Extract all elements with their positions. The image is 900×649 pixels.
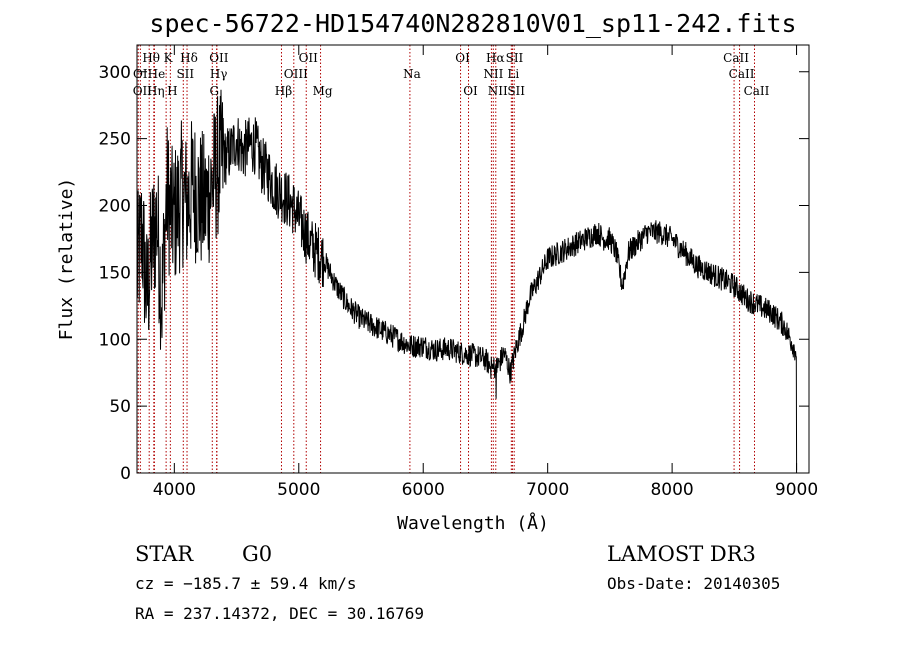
spectral-line-label: G: [209, 84, 219, 98]
spectral-line-label: SII: [507, 84, 525, 98]
x-tick-label: 8000: [650, 480, 693, 500]
spectral-line-label: OIII: [284, 67, 308, 81]
spectral-line-label: Hθ: [142, 51, 160, 65]
spectral-line-label: OI: [133, 67, 148, 81]
y-axis-ticks: 0 50 100 150 200 250 300: [99, 63, 809, 484]
spectral-line-label: Hβ: [275, 84, 292, 98]
coordinates: RA = 237.14372, DEC = 30.16769: [135, 604, 424, 623]
spectral-line-label: Na: [403, 67, 421, 81]
y-tick-label: 50: [109, 397, 131, 417]
y-tick-label: 0: [120, 464, 131, 484]
spectral-line-label: NII: [488, 84, 508, 98]
y-axis-label: Flux (relative): [56, 178, 77, 341]
x-tick-label: 4000: [153, 480, 196, 500]
spectral-line-label: Hδ: [180, 51, 198, 65]
y-tick-label: 100: [99, 330, 131, 350]
spectrum-series: [136, 89, 798, 471]
x-tick-label: 9000: [775, 480, 818, 500]
spectral-line-label: Li: [507, 67, 519, 81]
y-tick-label: 200: [99, 197, 131, 217]
y-tick-label: 150: [99, 263, 131, 283]
spectral-line-label: Hγ: [210, 67, 228, 81]
spectral-line-label: NII: [483, 67, 503, 81]
spectral-line-label: CaII: [744, 84, 770, 98]
spectral-line-label: OI: [455, 51, 470, 65]
x-axis-ticks: 4000 5000 6000 7000 8000 9000: [153, 45, 818, 500]
y-tick-label: 300: [99, 63, 131, 83]
spectral-line-label: OII: [299, 51, 319, 65]
spectral-line-label: He: [148, 67, 166, 81]
x-tick-label: 6000: [402, 480, 445, 500]
spectral-line-label: CaII: [723, 51, 749, 65]
spectral-line-markers: [137, 45, 755, 473]
spectral-line-label: K: [164, 51, 174, 65]
spectral-line-label: SII: [506, 51, 524, 65]
spectral-line-label: Mg: [313, 84, 333, 98]
plot-frame: [136, 44, 810, 474]
x-tick-label: 5000: [277, 480, 320, 500]
spectral-line-label: SII: [176, 67, 194, 81]
x-axis-label: Wavelength (Å): [397, 512, 549, 534]
spectral-line-label: OI: [463, 84, 478, 98]
survey-name: LAMOST DR3: [607, 542, 756, 566]
spectral-line-label: OII: [209, 51, 229, 65]
chart-title: spec-56722-HD154740N282810V01_sp11-242.f…: [149, 9, 796, 38]
spectral-line-label: OII: [133, 84, 153, 98]
x-tick-label: 7000: [526, 480, 569, 500]
spectral-line-label: CaII: [729, 67, 755, 81]
y-tick-label: 250: [99, 130, 131, 150]
spectral-line-label: Hη: [147, 84, 165, 98]
obs-date: Obs-Date: 20140305: [607, 574, 780, 593]
object-class: STAR: [135, 542, 194, 566]
spectral-line-label: Hα: [486, 51, 505, 65]
object-subclass: G0: [242, 542, 272, 566]
redshift-info: cz = −185.7 ± 59.4 km/s: [135, 574, 357, 593]
spectral-line-label: H: [167, 84, 177, 98]
